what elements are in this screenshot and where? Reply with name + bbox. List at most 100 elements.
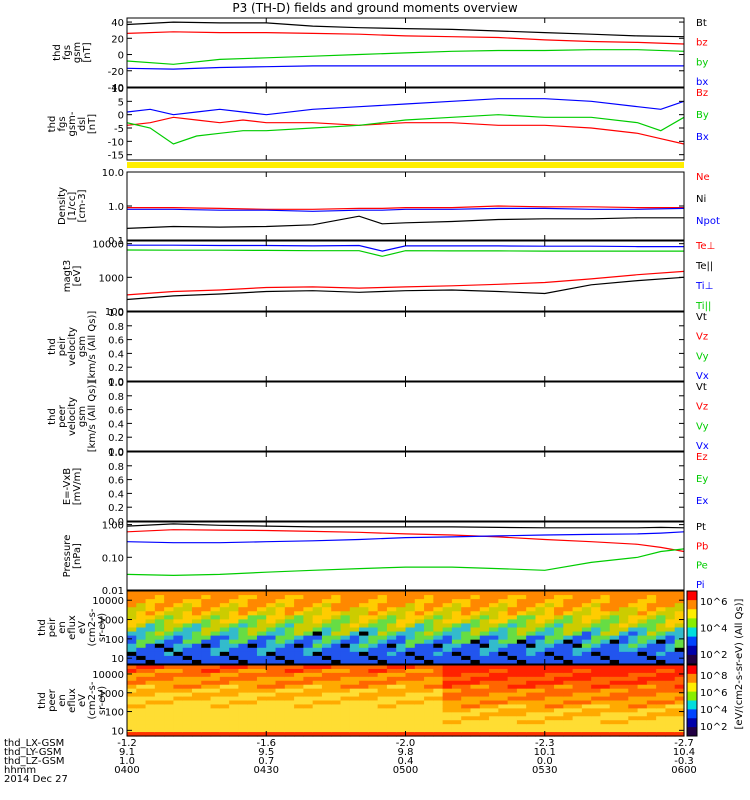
spectrogram-cell [238, 619, 249, 625]
spectrogram-cell [479, 655, 490, 661]
spectrogram-cell [396, 599, 407, 604]
spectrogram-cell [349, 724, 360, 729]
spectrogram-cell [229, 611, 239, 616]
spectrogram-cell [321, 668, 332, 674]
ytick-label: 1.0 [108, 308, 124, 319]
spectrogram-cell [535, 615, 546, 620]
spectrogram-cell [637, 611, 648, 616]
spectrogram-cell [646, 647, 657, 653]
spectrogram-cell [646, 595, 657, 600]
spectrogram-cell [368, 651, 379, 657]
spectrogram-cell [201, 623, 212, 629]
spectrogram-cell [656, 728, 667, 733]
spectrogram-cell [600, 611, 611, 616]
spectrogram-cell [173, 720, 184, 725]
legend-entry: Bt [696, 18, 707, 29]
series-line-te [126, 270, 685, 296]
spectrogram-cell [238, 599, 249, 604]
spectrogram-cell [377, 672, 388, 678]
spectrogram-cell [303, 655, 314, 661]
spectrogram-cell [479, 676, 490, 682]
spectrogram-cell [609, 595, 620, 600]
spectrogram-cell [442, 680, 453, 686]
spectrogram-cell [303, 599, 314, 604]
spectrogram-cell [266, 692, 277, 698]
spectrogram-cell [591, 716, 602, 721]
spectrogram-cell [303, 700, 314, 706]
spectrogram-cell [154, 623, 165, 629]
spectrogram-cell [238, 684, 249, 690]
spectrogram-cell [266, 728, 277, 733]
spectrogram-cell [628, 591, 639, 596]
spectrogram-cell [489, 635, 499, 641]
legend-entry: bz [696, 38, 708, 49]
spectrogram-cell [498, 615, 509, 620]
spectrogram-cell [340, 688, 351, 694]
spectrogram-cell [136, 728, 147, 733]
spectrogram-cell [535, 708, 546, 713]
spectrogram-cell [405, 659, 416, 665]
spectrogram-cell [396, 631, 407, 637]
spectrogram-cell [609, 665, 620, 670]
spectrogram-cell [479, 623, 490, 629]
spectrogram-cell [442, 635, 453, 641]
spectrogram-cell [461, 651, 472, 657]
spectrogram-cell [544, 639, 555, 645]
spectrogram-cell [424, 676, 434, 682]
spectrogram-cell [321, 623, 332, 629]
spectrogram-cell [154, 712, 165, 717]
ylabel-line: eV [77, 621, 88, 634]
spectrogram-cell [563, 635, 574, 641]
spectrogram-cell [674, 623, 685, 629]
spectrogram-cell [665, 676, 676, 682]
footer-value: -2.3 [535, 738, 555, 749]
spectrogram-cell [516, 724, 527, 729]
spectrogram-cell [665, 712, 676, 717]
spectrogram-cell [470, 668, 481, 674]
spectrogram-cell [154, 720, 165, 725]
series-line-pe [126, 548, 685, 577]
spectrogram-cell [637, 728, 648, 733]
panel-frame [126, 381, 685, 452]
spectrogram-cell [275, 712, 286, 717]
spectrogram-cell [284, 672, 295, 678]
spectrogram-cell [154, 651, 165, 657]
spectrogram-cell [619, 720, 629, 725]
spectrogram-cell [424, 631, 434, 637]
spectrogram-cell [554, 659, 564, 665]
spectrogram-cell [173, 607, 184, 612]
spectrogram-cell [600, 692, 611, 698]
spectrogram-cell [489, 655, 499, 661]
spectrogram-cell [470, 635, 481, 641]
spectrogram-cell [628, 676, 639, 682]
spectrogram-cell [591, 712, 602, 717]
spectrogram-cell [275, 619, 286, 625]
spectrogram-cell [591, 591, 602, 596]
spectrogram-cell [266, 708, 277, 713]
spectrogram-cell [581, 591, 592, 596]
spectrogram-cell [321, 680, 332, 686]
ylabel-line: [1/cc] [67, 192, 78, 221]
spectrogram-cell [275, 591, 286, 596]
spectrogram-cell [461, 595, 472, 600]
spectrogram-cell [637, 716, 648, 721]
spectrogram-cell [674, 696, 685, 702]
spectrogram-cell [507, 665, 518, 670]
spectrogram-cell [516, 591, 527, 596]
spectrogram-cell [470, 603, 481, 608]
spectrogram-cell [210, 655, 221, 661]
spectrogram-cell [572, 651, 583, 657]
spectrogram-cell [498, 595, 509, 600]
spectrogram-cell [182, 639, 193, 645]
spectrogram-cell [312, 704, 323, 709]
spectrogram-cell [600, 603, 611, 608]
spectrogram-cell [247, 615, 258, 620]
spectrogram-cell [145, 647, 156, 653]
spectrogram-cell [507, 692, 518, 698]
spectrogram-cell [646, 688, 657, 694]
spectrogram-cell [238, 603, 249, 608]
colorbar-swatch [687, 691, 697, 701]
spectrogram-cell [516, 619, 527, 625]
spectrogram-cell [210, 627, 221, 633]
spectrogram-cell [229, 684, 239, 690]
